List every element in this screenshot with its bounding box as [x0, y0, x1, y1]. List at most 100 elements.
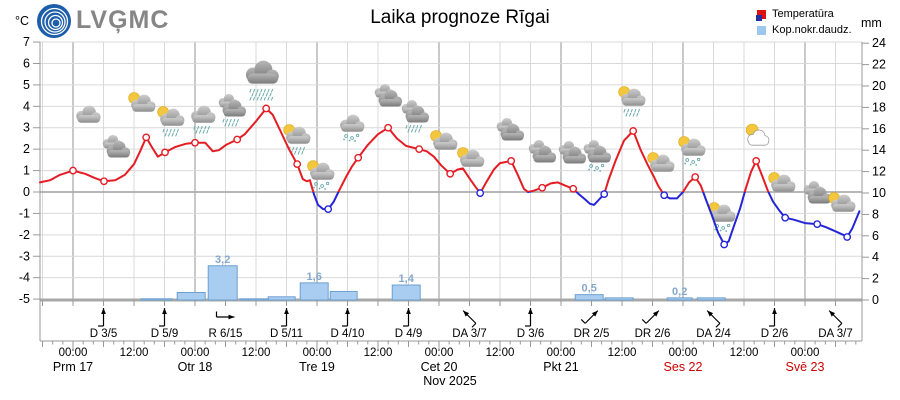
right-axis-tick-label: 8 — [872, 207, 879, 221]
precip-bar — [299, 282, 329, 301]
lvgmc-logo-icon — [37, 4, 71, 38]
right-axis-tick-label: 16 — [872, 122, 886, 136]
temperature-marker — [720, 240, 729, 249]
day-label: Cet 20 — [421, 360, 458, 374]
weather-icons — [76, 60, 856, 232]
temperature-marker — [538, 183, 547, 192]
precip-bar — [666, 297, 693, 301]
temperature-marker — [446, 169, 455, 178]
precip-bar — [267, 296, 296, 301]
time-label: 12:00 — [608, 347, 637, 359]
right-axis-tick-label: 14 — [872, 143, 886, 157]
left-axis-unit: °C — [15, 14, 30, 28]
right-axis-tick-label: 0 — [872, 293, 879, 307]
temperature-marker — [384, 123, 393, 132]
temperature-marker — [293, 160, 302, 169]
time-label: 12:00 — [120, 347, 149, 359]
chart-title: Laika prognoze Rīgai — [370, 7, 550, 28]
temperature-marker — [100, 177, 108, 186]
temperature-legend-label: Temperatūra — [772, 8, 834, 20]
time-label: 00:00 — [791, 347, 820, 359]
month-label: Nov 2025 — [423, 374, 477, 388]
time-label: 12:00 — [486, 347, 515, 359]
precip-bar — [239, 298, 268, 301]
weather-icon-sun-cloud — [128, 92, 156, 112]
time-label: 00:00 — [303, 347, 332, 359]
wind-arrow-E — [215, 311, 235, 320]
left-axis-tick-label: 3 — [23, 121, 30, 135]
wind-arrow-N — [341, 308, 350, 327]
weather-icon-cloud-sleet — [340, 114, 365, 142]
weather-icon-sun-cloud — [430, 130, 458, 150]
precip-value-label: 3,2 — [215, 254, 230, 266]
wind-label: R 6/15 — [209, 328, 243, 340]
weather-icon-sun-cloud — [647, 152, 675, 172]
right-axis-tick-label: 24 — [872, 36, 886, 50]
day-label: Otr 18 — [178, 360, 213, 374]
grid — [40, 41, 862, 302]
weather-icon-cloud-rain-heavy — [245, 60, 279, 101]
precip-value-label: 1,4 — [399, 273, 415, 285]
wind-label: D 5/9 — [151, 328, 179, 340]
temperature-marker — [161, 148, 169, 157]
left-axis-tick-label: 6 — [23, 56, 30, 70]
time-label: 00:00 — [181, 347, 210, 359]
time-label: 00:00 — [547, 347, 576, 359]
left-axis-tick-label: 4 — [23, 99, 30, 113]
temperature-marker — [69, 166, 77, 175]
right-axis-tick-label: 20 — [872, 79, 886, 93]
wind-label: D 3/6 — [517, 328, 545, 340]
temperature-line — [39, 104, 861, 249]
weather-icon-sun-cloud-rain — [618, 86, 646, 117]
weather-icon-cloud2 — [496, 118, 525, 141]
lvgmc-logo-text: LVĢMC — [76, 6, 170, 34]
weather-icon-cloud2 — [102, 135, 131, 158]
temperature-marker — [600, 190, 609, 199]
weather-icon-sun-cloud-sleet — [678, 136, 706, 166]
left-axis-tick-label: -2 — [19, 228, 30, 242]
weather-icon-sun-cloud-sleet — [708, 202, 736, 232]
weather-icon-cloud2 — [528, 140, 557, 163]
time-label: 00:00 — [425, 347, 454, 359]
temperature-marker — [813, 220, 822, 229]
wind-arrow-NE — [580, 310, 599, 324]
lvgmc-logo: LVĢMC — [36, 2, 236, 42]
weather-icon-sun-cloud — [828, 192, 856, 212]
weather-icon-cloud2 — [374, 84, 403, 107]
wind-label: DR 2/5 — [574, 328, 610, 340]
wind-label: D 3/5 — [90, 328, 118, 340]
time-label: 00:00 — [669, 347, 698, 359]
temperature-marker — [660, 191, 669, 200]
temperature-marker — [569, 184, 578, 193]
left-axis-tick-label: -4 — [19, 271, 30, 285]
weather-icon-sun-fair — [745, 123, 770, 146]
precip-bar — [207, 265, 238, 301]
wind-label: DA 3/7 — [452, 328, 487, 340]
day-label: Pkt 21 — [543, 360, 578, 374]
temperature-marker — [191, 138, 199, 147]
precipitation-bars: 3,2 1,6 1,4 0,5 0,2 — [140, 254, 726, 301]
temperature-marker — [507, 157, 516, 165]
weather-icon-cloud-rain — [191, 105, 216, 134]
left-axis-tick-label: -1 — [19, 206, 30, 220]
right-axis-tick-label: 10 — [872, 186, 886, 200]
wind-label: DR 2/6 — [635, 328, 671, 340]
weather-icon-cloud2-rain — [401, 100, 430, 133]
weather-icon-sun-cloud — [457, 147, 485, 167]
legend-row-temperature: Temperatūra — [756, 6, 852, 22]
wind-label: D 4/9 — [395, 328, 423, 340]
temperature-marker — [142, 133, 151, 142]
weather-icon-cloud — [76, 105, 101, 123]
wind-label: DA 3/7 — [818, 328, 853, 340]
weather-icon-cloud2-sleet — [583, 140, 612, 172]
wind-label: D 4/10 — [331, 328, 365, 340]
precip-bar — [391, 284, 421, 301]
temperature-marker — [476, 189, 485, 197]
temperature-marker — [781, 213, 790, 222]
wind-arrow-NE — [641, 310, 660, 324]
left-axis-tick-label: 1 — [23, 164, 30, 178]
weather-icon-sun-cloud-rain — [157, 106, 185, 137]
